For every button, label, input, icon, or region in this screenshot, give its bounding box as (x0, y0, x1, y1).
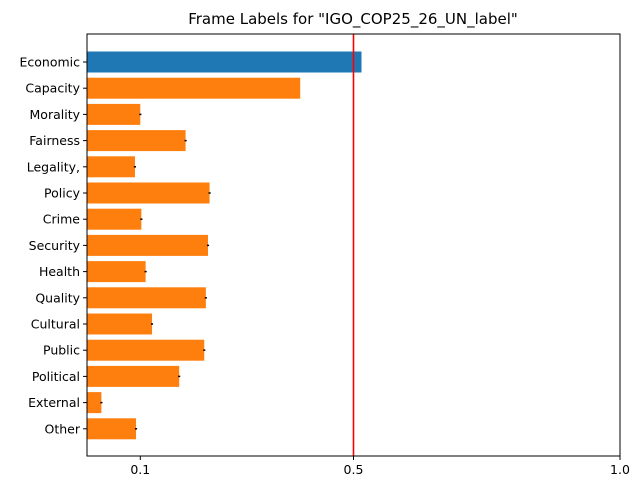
y-tick-label: Fairness (29, 133, 80, 148)
bar-legality (87, 156, 135, 178)
y-tick-label: Quality (35, 290, 80, 305)
bar-morality (87, 103, 141, 125)
bar-security (87, 234, 208, 256)
y-tick-label: Policy (44, 186, 81, 201)
bar-cultural (87, 313, 153, 335)
y-tick-label: Health (39, 264, 80, 279)
y-tick-label: Other (45, 421, 81, 436)
y-tick-label: Cultural (31, 317, 80, 332)
bar-crime (87, 208, 142, 230)
bars-group (87, 51, 362, 440)
bar-external (87, 392, 102, 414)
bar-health (87, 261, 146, 283)
bar-political (87, 365, 180, 387)
y-tick-label: Security (29, 238, 81, 253)
y-tick-label: Capacity (25, 81, 80, 96)
y-tick-label: Public (43, 343, 80, 358)
bar-quality (87, 287, 206, 309)
bar-fairness (87, 130, 186, 152)
y-tick-label: Economic (19, 55, 80, 70)
y-tick-label: Legality, (27, 159, 80, 174)
y-tick-label: Political (32, 369, 80, 384)
bar-capacity (87, 77, 301, 99)
x-axis: 0.1 0.5 1.0 (130, 456, 630, 477)
y-axis: Economic Capacity Morality Fairness Legality… (19, 55, 87, 436)
x-tick-label: 0.1 (130, 462, 150, 477)
bar-economic (87, 51, 362, 73)
y-tick-label: Morality (30, 107, 81, 122)
bar-policy (87, 182, 210, 204)
x-tick-label: 0.5 (344, 462, 364, 477)
y-tick-label: Crime (43, 212, 81, 227)
chart-title: Frame Labels for "IGO_COP25_26_UN_label" (188, 10, 518, 29)
bar-other (87, 418, 137, 440)
x-tick-label: 1.0 (610, 462, 630, 477)
bar-public (87, 339, 205, 361)
y-tick-label: External (28, 395, 80, 410)
